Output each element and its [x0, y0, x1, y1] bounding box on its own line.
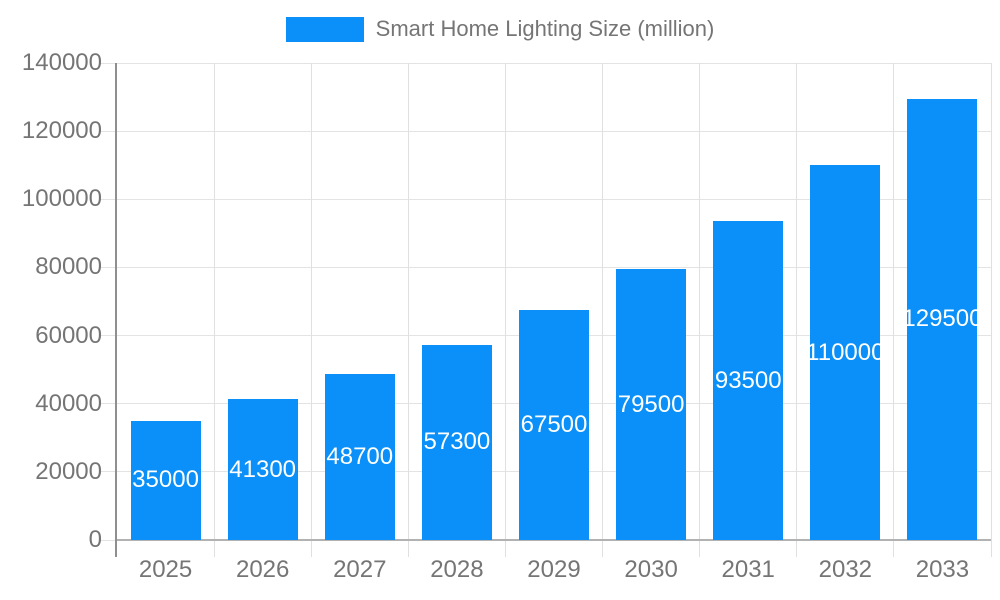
y-axis-tick	[101, 539, 117, 541]
y-axis-tick	[101, 266, 117, 268]
x-axis-tick-label: 2028	[430, 556, 484, 583]
y-axis-tick	[101, 198, 117, 200]
gridline	[310, 63, 312, 557]
y-axis	[115, 63, 117, 557]
x-axis-tick-label: 2033	[915, 556, 970, 583]
x-axis-tick-label: 2031	[721, 556, 775, 583]
bar[interactable]: 93500	[713, 221, 784, 540]
bar-value-label: 129500	[907, 305, 978, 333]
legend-label: Smart Home Lighting Size (million)	[375, 16, 715, 41]
x-axis-tick-label: 2027	[333, 556, 387, 583]
legend-swatch	[285, 16, 364, 42]
y-axis-tick	[101, 130, 117, 132]
y-axis-tick	[101, 335, 117, 337]
y-axis-tick-label: 80000	[35, 253, 102, 281]
bar[interactable]: 35000	[130, 420, 201, 540]
bar-value-label: 110000	[810, 338, 881, 366]
bar[interactable]: 110000	[810, 165, 881, 540]
y-axis-tick-label: 60000	[35, 321, 102, 349]
gridline	[117, 198, 991, 200]
y-axis-tick	[101, 62, 117, 64]
x-axis	[117, 539, 991, 541]
bar[interactable]: 57300	[421, 344, 492, 540]
gridline	[602, 63, 604, 557]
bar-value-label: 79500	[617, 390, 685, 418]
y-axis-tick-label: 140000	[21, 49, 102, 76]
bar-value-label: 93500	[714, 366, 782, 394]
bar[interactable]: 41300	[227, 399, 298, 540]
gridline	[117, 62, 991, 64]
gridline	[117, 130, 991, 132]
x-axis-tick-label: 2032	[818, 556, 873, 583]
y-axis-tick-label: 120000	[21, 117, 102, 145]
y-axis-tick-label: 0	[88, 526, 102, 553]
gridline	[213, 63, 215, 557]
gridline	[699, 63, 701, 557]
gridline	[407, 63, 409, 557]
x-axis-tick-label: 2026	[235, 556, 290, 583]
y-axis-tick-label: 100000	[21, 185, 102, 213]
bar[interactable]: 48700	[324, 374, 395, 540]
gridline	[893, 63, 895, 557]
bar-value-label: 41300	[229, 455, 297, 483]
y-axis-tick	[101, 471, 117, 473]
gridline	[117, 266, 991, 268]
gridline	[990, 63, 992, 557]
y-axis-tick	[101, 403, 117, 405]
bar[interactable]: 129500	[907, 98, 978, 540]
gridline	[796, 63, 798, 557]
y-axis-tick-label: 20000	[35, 457, 102, 485]
x-axis-tick-label: 2025	[138, 556, 193, 583]
bar-value-label: 67500	[520, 411, 588, 438]
x-axis-tick-label: 2029	[527, 556, 581, 583]
bar-value-label: 35000	[132, 466, 199, 494]
gridline	[504, 63, 506, 557]
x-axis-tick-label: 2030	[624, 556, 678, 583]
y-axis-tick-label: 40000	[35, 389, 102, 417]
bar-value-label: 48700	[326, 443, 394, 471]
legend[interactable]: Smart Home Lighting Size (million)	[0, 16, 1000, 42]
bar-value-label: 57300	[423, 428, 491, 456]
bar[interactable]: 79500	[616, 269, 687, 540]
bar[interactable]: 67500	[519, 310, 589, 540]
